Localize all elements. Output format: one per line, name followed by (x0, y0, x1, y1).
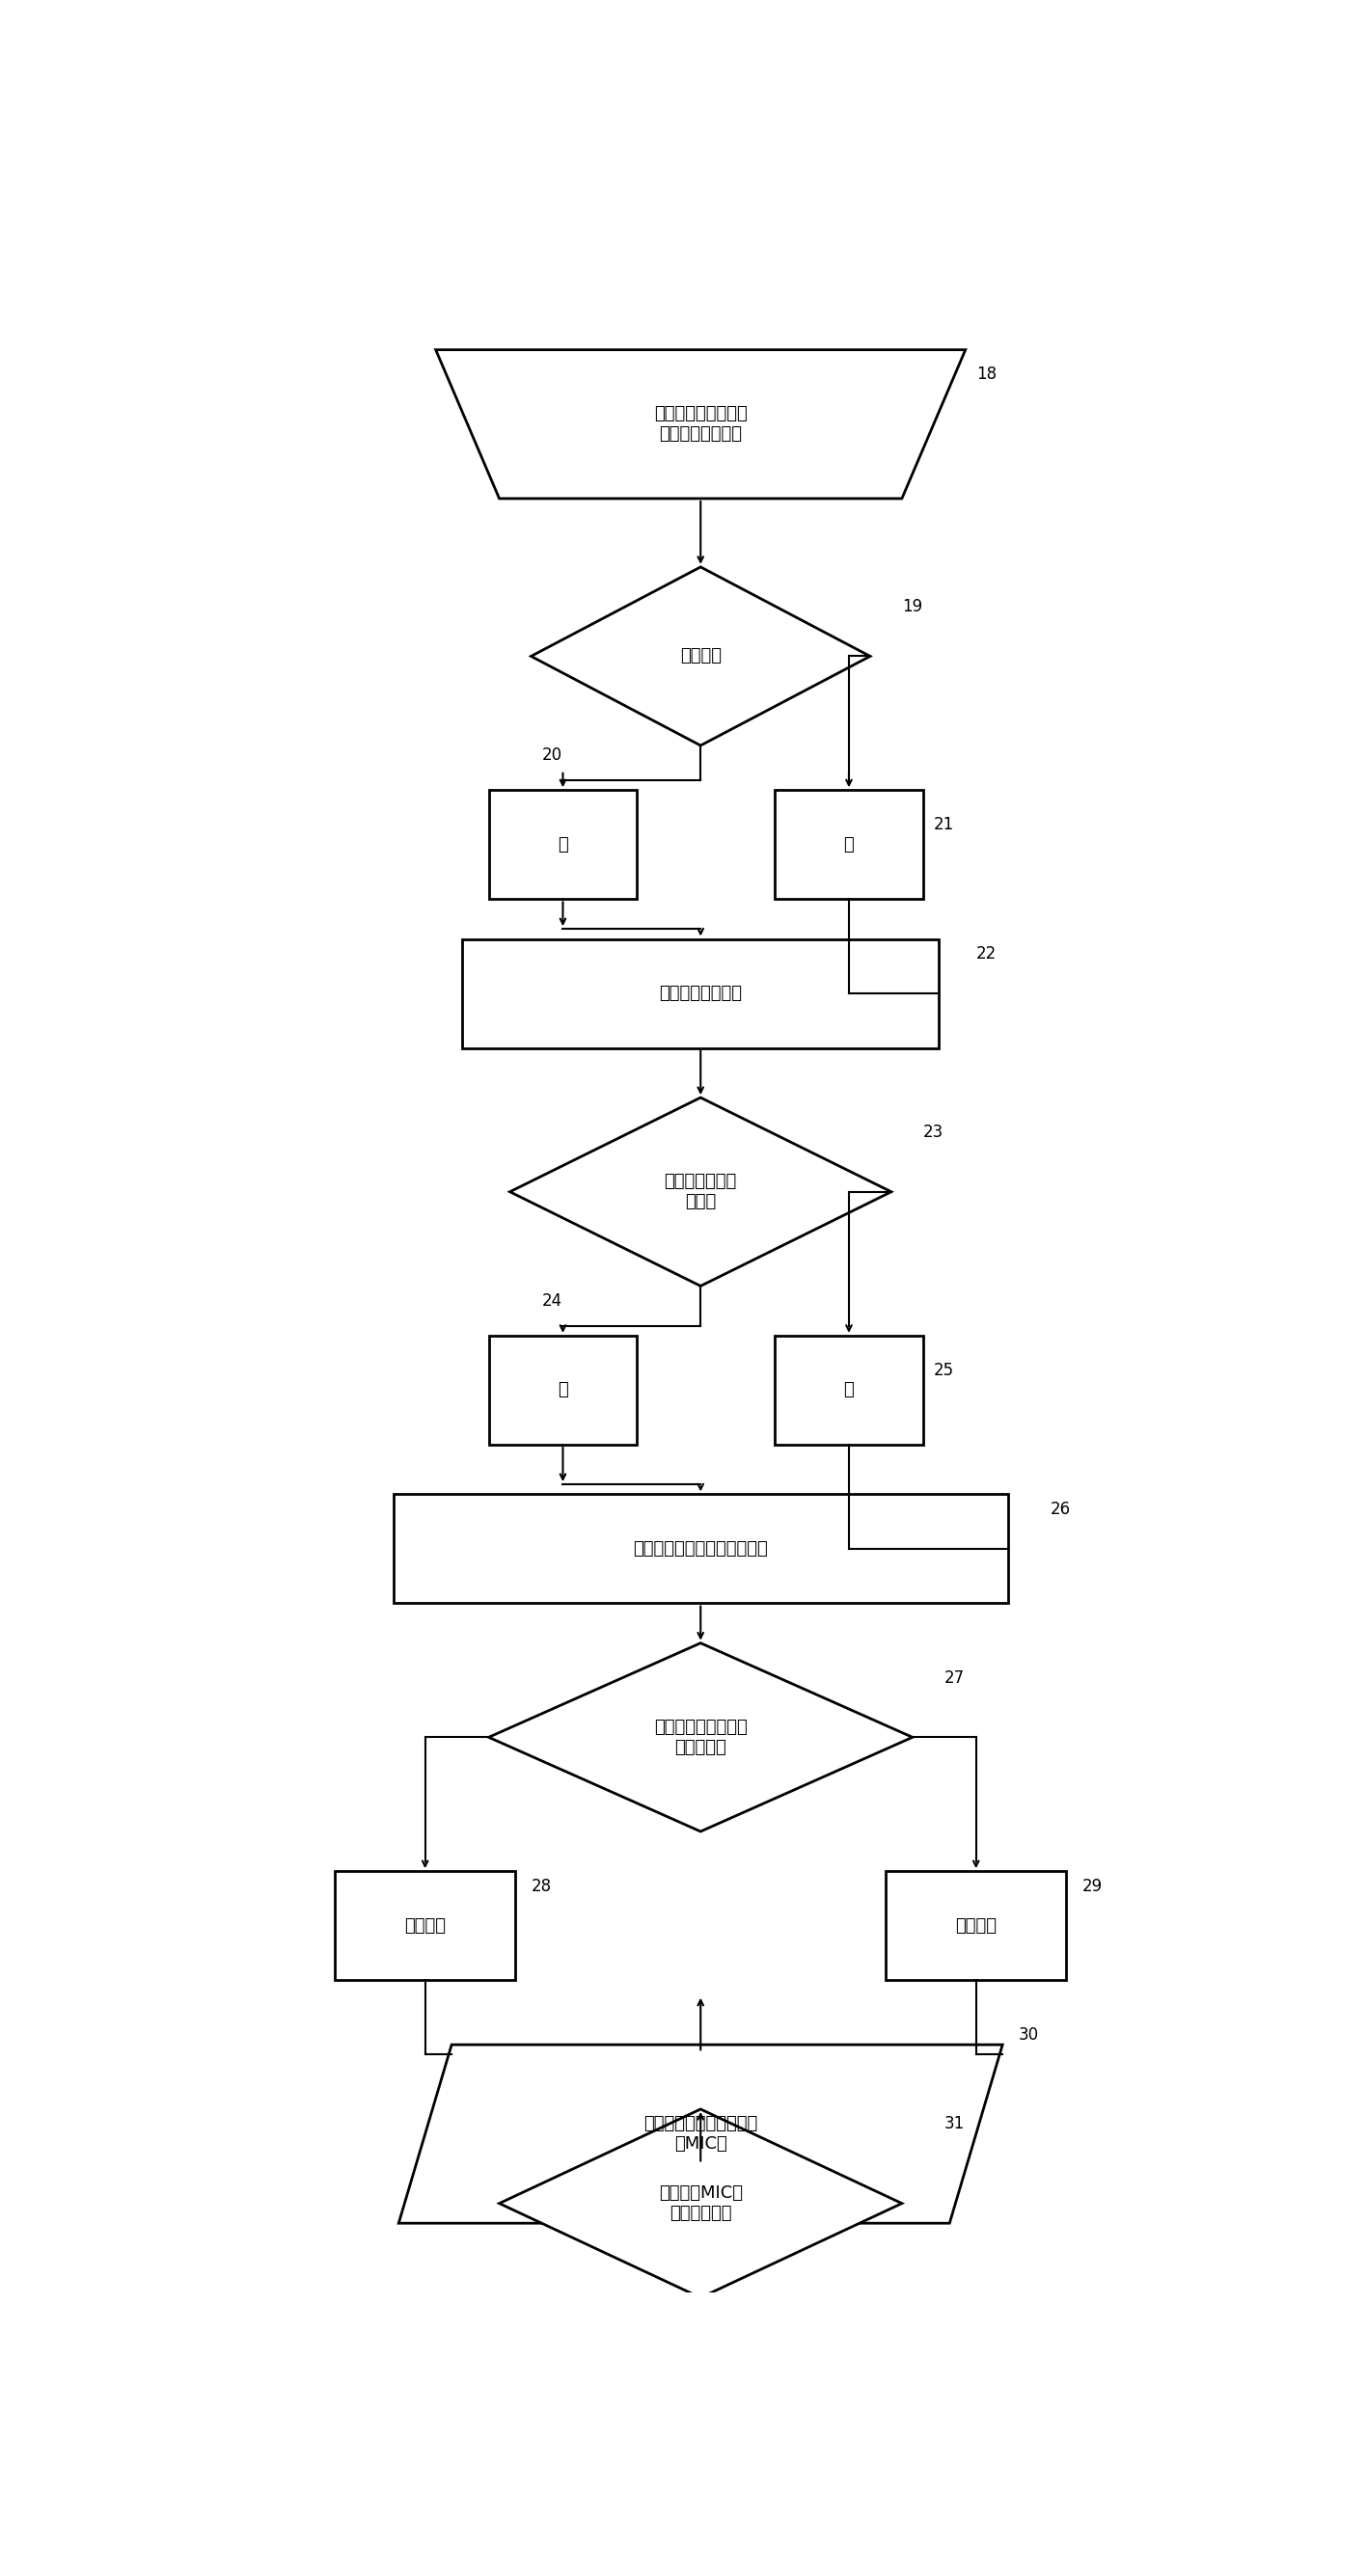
Text: 30: 30 (1018, 2027, 1039, 2043)
Polygon shape (436, 350, 965, 500)
Text: 否: 否 (843, 837, 854, 853)
Text: 浮浊状态: 浮浊状态 (956, 1917, 997, 1935)
Text: 是: 是 (558, 837, 569, 853)
Text: 20: 20 (543, 747, 562, 765)
Polygon shape (530, 567, 871, 744)
Text: 23: 23 (924, 1123, 943, 1141)
Text: 27: 27 (945, 1669, 965, 1687)
Text: 19: 19 (902, 598, 923, 616)
FancyBboxPatch shape (886, 1870, 1066, 1981)
Text: 18: 18 (976, 366, 997, 384)
Polygon shape (510, 1097, 891, 1285)
Text: 29: 29 (1083, 1878, 1103, 1896)
FancyBboxPatch shape (394, 1494, 1007, 1602)
FancyBboxPatch shape (775, 1334, 923, 1445)
Text: 21: 21 (934, 817, 954, 835)
Polygon shape (499, 2110, 902, 2298)
Text: 28: 28 (532, 1878, 552, 1896)
FancyBboxPatch shape (462, 938, 939, 1048)
Text: 获取试剂盒中各试剂杯的浓度: 获取试剂盒中各试剂杯的浓度 (633, 1540, 768, 1558)
Text: 将试剂盒放在判读仪
中的试剂盒托盘中: 将试剂盒放在判读仪 中的试剂盒托盘中 (653, 404, 748, 443)
Text: 否: 否 (843, 1381, 854, 1399)
Text: 试剂盒进入判读区: 试剂盒进入判读区 (659, 984, 742, 1002)
Text: 24: 24 (543, 1293, 562, 1309)
Text: 22: 22 (976, 945, 997, 963)
Text: 25: 25 (934, 1363, 954, 1378)
FancyBboxPatch shape (489, 1334, 637, 1445)
Text: 是: 是 (558, 1381, 569, 1399)
Polygon shape (399, 2045, 1002, 2223)
Text: 依据浓度阈值库，判
断浓度状态: 依据浓度阈值库，判 断浓度状态 (653, 1718, 748, 1757)
Text: 消晰状态: 消晰状态 (405, 1917, 446, 1935)
Text: 比较实测MIC值
与药物折点值: 比较实测MIC值 与药物折点值 (659, 2184, 742, 2223)
FancyBboxPatch shape (489, 791, 637, 899)
Text: 26: 26 (1051, 1499, 1070, 1517)
Text: 获取最后一个清晰孔的实
测MIC值: 获取最后一个清晰孔的实 测MIC值 (644, 2115, 757, 2154)
Text: 到达检测区，开
始判读: 到达检测区，开 始判读 (664, 1172, 737, 1211)
FancyBboxPatch shape (335, 1870, 515, 1981)
FancyBboxPatch shape (775, 791, 923, 899)
Text: 31: 31 (945, 2115, 965, 2133)
Polygon shape (489, 1643, 913, 1832)
Text: 自动判读: 自动判读 (679, 647, 722, 665)
